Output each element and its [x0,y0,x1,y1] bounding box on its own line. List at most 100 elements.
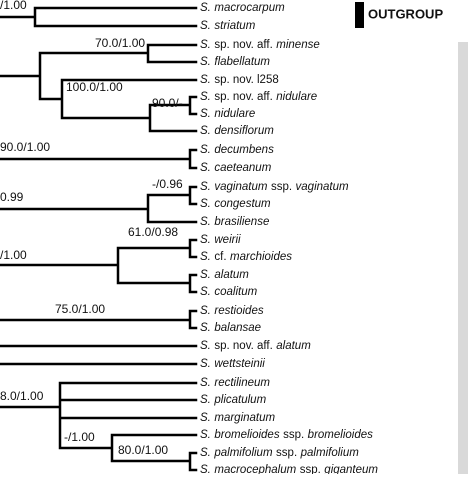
taxon-label: S. rectilineum [200,377,270,389]
taxon-part: macrocarpum [214,2,285,14]
taxon-label: S. plicatulum [200,394,267,406]
taxon-part: S. [200,429,211,441]
taxon-part: S. [200,340,211,352]
taxon-part: decumbens [214,144,274,156]
taxon-part: restioides [214,305,263,317]
taxon-part: sp. nov. aff. [214,91,272,103]
taxon-label: S. flabellatum [200,56,270,68]
taxon-part: bromelioides [308,429,373,441]
support-value: 80.0/1.00 [118,443,168,457]
taxon-label: S. decumbens [200,144,274,156]
taxon-label: S. cf. marchioides [200,251,292,263]
taxon-label: S. nidulare [200,108,255,120]
taxon-part: ssp. [300,464,321,474]
taxon-part: S. [200,447,211,459]
taxon-part: alatum [276,340,311,352]
taxon-part: sp. nov. aff. [214,39,272,51]
taxon-label: S. brasiliense [200,216,269,228]
taxon-label: S. sp. nov. aff. alatum [200,340,311,352]
taxon-part: ssp. [271,181,292,193]
taxon-label: S. wettsteinii [200,358,265,370]
taxon-label: S. congestum [200,198,271,210]
taxon-part: caeteanum [214,162,271,174]
taxon-part: S. [200,269,211,281]
taxon-part: S. [200,234,211,246]
taxon-part: wettsteinii [214,358,265,370]
taxon-part: ssp. [283,429,304,441]
taxon-label: S. sp. nov. aff. nidulare [200,91,317,103]
taxon-part: S. [200,125,211,137]
taxon-part: palmifolium [300,447,360,459]
taxon-part: congestum [214,198,271,210]
branches [0,6,198,472]
taxon-part: striatum [214,20,255,32]
taxon-part: giganteum [324,464,378,474]
taxon-part: S. [200,20,211,32]
support-value: 90.0/1.00 [0,140,50,154]
taxon-label: S. sp. nov. l258 [200,74,279,86]
taxon-label: S. caeteanum [200,162,272,174]
taxon-label: S. bromelioides ssp. bromelioides [200,429,373,441]
taxon-part: minense [276,39,319,51]
taxon-label: S. balansae [200,322,261,334]
taxon-label: S. vaginatum ssp. vaginatum [200,181,349,193]
taxon-part: marchioides [230,251,292,263]
taxon-part: S. [200,39,211,51]
taxon-part: S. [200,305,211,317]
taxon-part: S. [200,198,211,210]
taxon-part: vaginatum [214,181,267,193]
taxon-part: nidulare [214,108,255,120]
taxon-part: coalitum [214,286,257,298]
taxon-part: nidulare [276,91,317,103]
taxon-part: plicatulum [213,394,266,406]
support-value: 70.0/1.00 [95,36,145,50]
taxon-part: S. [200,74,211,86]
taxon-part: S. [200,108,211,120]
support-value: 0.99 [0,190,24,204]
taxon-label: S. restioides [200,305,264,317]
taxon-part: S. [200,216,211,228]
taxon-part: S. [200,377,211,389]
taxon-part: S. [200,144,211,156]
taxon-part: marginatum [214,412,275,424]
taxon-part: S. [200,251,211,263]
taxon-label: S. macrocarpum [200,2,285,14]
taxon-label: S. macrocephalum ssp. giganteum [200,464,378,474]
taxon-part: sp. nov. l258 [214,74,278,86]
taxon-part: macrocephalum [214,464,296,474]
taxon-label: S. alatum [200,269,249,281]
taxon-part: ssp. [276,447,297,459]
taxon-part: brasiliense [214,216,269,228]
support-value: 8.0/1.00 [0,389,44,403]
taxon-part: densiflorum [214,125,274,137]
support-value: /1.00 [0,248,27,262]
taxon-part: bromelioides [214,429,279,441]
taxon-part: weirii [214,234,241,246]
taxon-part: palmifolium [213,447,273,459]
taxon-label: S. marginatum [200,412,276,424]
taxon-part: S. [200,286,211,298]
taxon-part: S. [200,181,211,193]
taxon-part: balansae [214,322,261,334]
taxon-label: S. sp. nov. aff. minense [200,39,320,51]
outgroup-bar [355,2,364,28]
taxon-part: S. [200,162,211,174]
taxon-label: S. palmifolium ssp. palmifolium [200,447,359,459]
taxon-label: S. densiflorum [200,125,274,137]
clade-bar [458,42,468,474]
taxon-label: S. weirii [200,234,241,246]
taxon-part: vaginatum [296,181,349,193]
outgroup-label: OUTGROUP [368,6,443,21]
taxon-part: S. [200,322,211,334]
support-value: 100.0/1.00 [66,80,123,94]
taxon-part: S. [200,394,211,406]
support-value: -/0.96 [152,177,183,191]
taxon-part: cf. [214,251,226,263]
taxon-part: S. [200,2,211,14]
taxon-part: alatum [214,269,249,281]
taxon-part: S. [200,56,211,68]
taxon-part: S. [200,358,211,370]
